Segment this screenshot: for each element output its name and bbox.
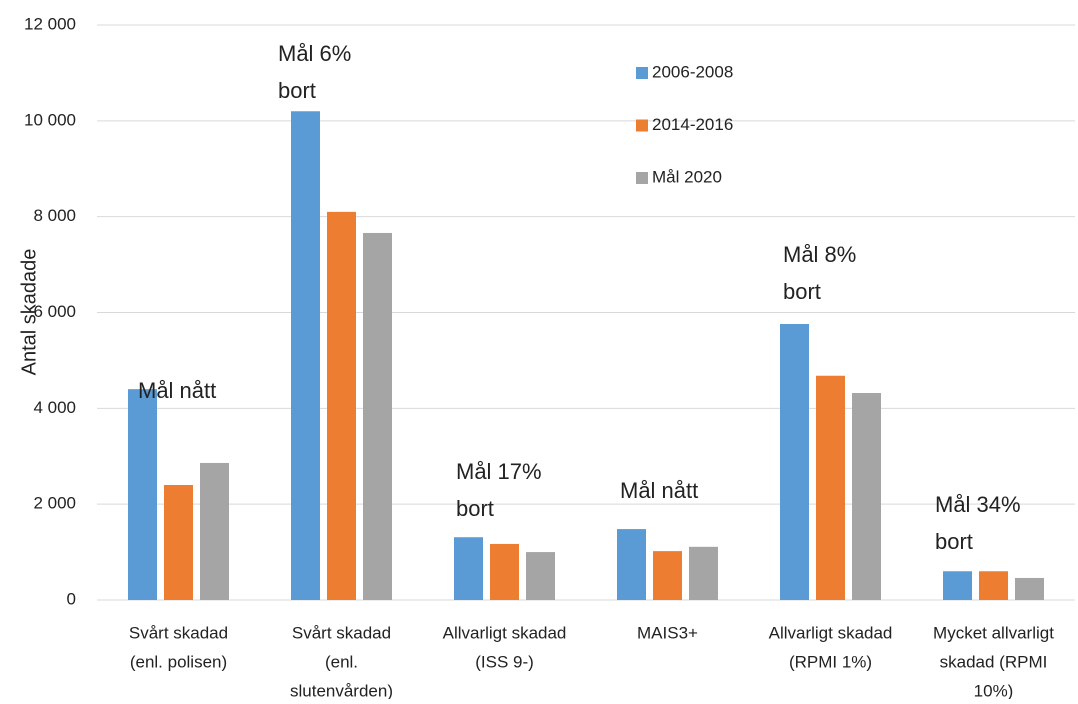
x-tick-label: MAIS3+ — [637, 623, 698, 642]
bar — [200, 462, 229, 600]
y-tick-label: 12 000 — [24, 14, 76, 33]
bar — [128, 389, 157, 600]
x-tick-label: Mycket allvarligt — [933, 623, 1054, 642]
x-tick-label: skadad (RPMI — [940, 652, 1048, 671]
y-tick-label: 8 000 — [33, 206, 76, 225]
bar — [780, 324, 809, 600]
y-tick-label: 6 000 — [33, 302, 76, 321]
y-tick-label: 4 000 — [33, 398, 76, 417]
x-tick-label: (enl. polisen) — [130, 652, 227, 671]
x-tick-label: slutenvården) — [290, 681, 393, 699]
annotation: Mål 17% — [456, 459, 542, 484]
legend-label: 2014-2016 — [652, 115, 733, 134]
y-tick-label: 0 — [67, 589, 76, 608]
legend-label: Mål 2020 — [652, 167, 722, 186]
bar — [943, 571, 972, 600]
bar — [653, 551, 682, 600]
x-tick-label: Allvarligt skadad — [443, 623, 567, 642]
legend-label: 2006-2008 — [652, 62, 733, 81]
x-tick-label: (ISS 9-) — [475, 652, 534, 671]
annotation: bort — [935, 529, 973, 554]
bar — [689, 546, 718, 600]
y-axis-title: Antal skadade — [18, 249, 40, 376]
bar — [164, 485, 193, 600]
bar — [979, 571, 1008, 600]
legend-swatch — [636, 67, 648, 79]
x-tick-label: (enl. — [325, 652, 358, 671]
x-tick-label: Svårt skadad — [129, 623, 228, 642]
bar — [454, 537, 483, 600]
legend-swatch — [636, 172, 648, 184]
x-tick-label: Allvarligt skadad — [769, 623, 893, 642]
bar — [1015, 577, 1044, 600]
annotation: bort — [278, 78, 316, 103]
annotation: Mål nått — [138, 378, 216, 403]
bar — [852, 393, 881, 600]
bar — [363, 232, 392, 601]
bar — [490, 543, 519, 600]
legend-swatch — [636, 119, 648, 132]
bar — [617, 529, 646, 600]
x-tick-label: (RPMI 1%) — [789, 652, 872, 671]
bar — [526, 552, 555, 600]
bar — [327, 211, 356, 600]
annotation: Mål 6% — [278, 41, 351, 66]
annotation: Mål 34% — [935, 492, 1021, 517]
bar — [291, 111, 320, 600]
annotation: Mål 8% — [783, 242, 856, 267]
annotation: bort — [456, 496, 494, 521]
x-tick-label: Svårt skadad — [292, 623, 391, 642]
annotation: bort — [783, 279, 821, 304]
x-tick-label: 10%) — [974, 681, 1014, 699]
annotation: Mål nått — [620, 478, 698, 503]
y-tick-label: 2 000 — [33, 494, 76, 513]
bar — [816, 375, 845, 600]
y-tick-label: 10 000 — [24, 110, 76, 129]
